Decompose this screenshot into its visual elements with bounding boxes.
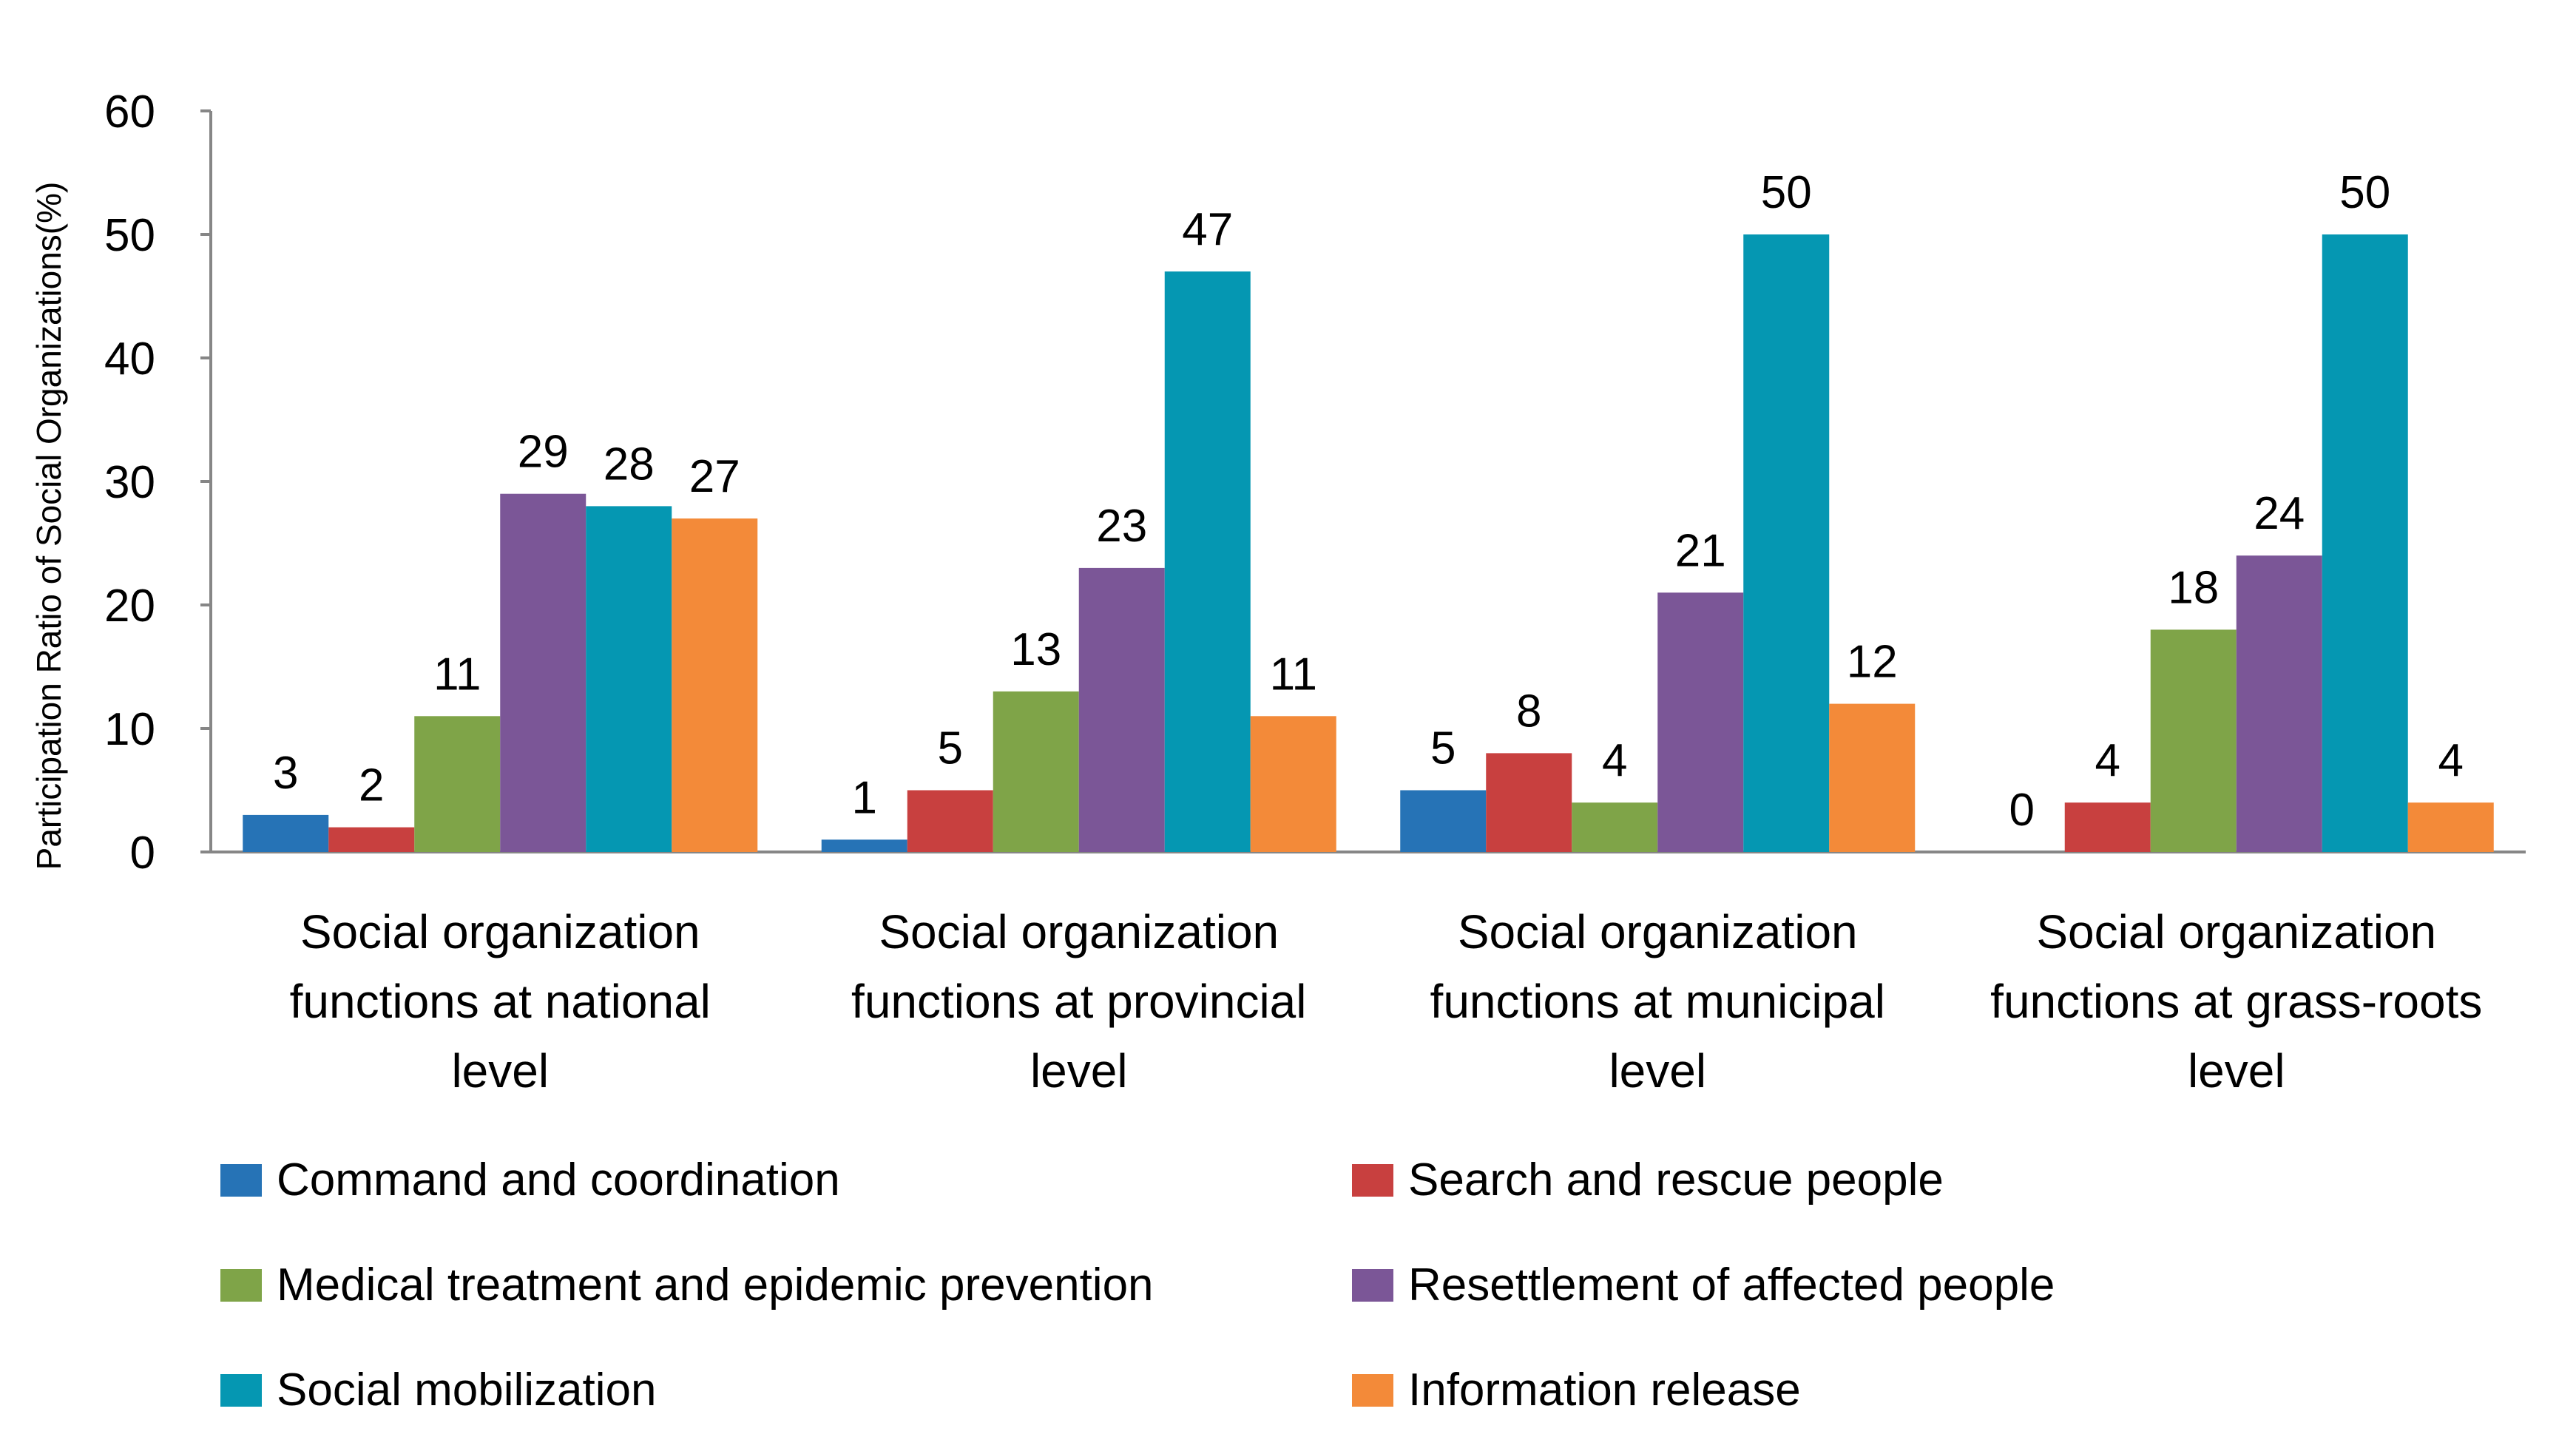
y-tick-label: 60 <box>104 87 155 138</box>
x-tick-label: Social organization <box>300 905 700 958</box>
data-label: 11 <box>1270 649 1317 700</box>
y-tick-label: 0 <box>130 828 155 879</box>
legend-label: Command and coordination <box>277 1154 840 1206</box>
y-tick-label: 20 <box>104 581 155 632</box>
legend-swatch <box>1352 1164 1393 1197</box>
x-tick-label: level <box>1609 1044 1706 1098</box>
bar <box>1829 703 1916 852</box>
x-tick-label: level <box>1030 1044 1128 1098</box>
y-tick-label: 40 <box>104 334 155 385</box>
data-label: 2 <box>359 760 384 811</box>
bar <box>328 827 415 852</box>
data-label: 50 <box>1761 167 1812 218</box>
legend-label: Resettlement of affected people <box>1408 1259 2055 1311</box>
bar <box>2322 234 2408 852</box>
y-axis-title: Participation Ratio of Social Organizati… <box>30 182 68 870</box>
bar <box>821 839 907 852</box>
data-label: 50 <box>2339 167 2390 218</box>
data-label: 3 <box>273 748 298 799</box>
y-tick-label: 10 <box>104 704 155 755</box>
x-tick-label: functions at municipal <box>1430 975 1885 1028</box>
data-label: 12 <box>1847 637 1898 688</box>
bar <box>1078 567 1165 852</box>
bar <box>2236 555 2322 852</box>
bar <box>586 506 672 852</box>
bar <box>1250 716 1336 852</box>
data-label: 5 <box>938 723 963 774</box>
data-label: 21 <box>1675 525 1726 576</box>
legend-swatch <box>1352 1374 1393 1407</box>
data-label: 28 <box>604 439 655 490</box>
x-tick-label: functions at grass-roots <box>1990 975 2482 1028</box>
x-tick-label: Social organization <box>2036 905 2436 958</box>
data-label: 18 <box>2168 562 2219 613</box>
bar <box>993 691 1079 852</box>
bar <box>1164 271 1251 853</box>
data-label: 4 <box>1602 735 1627 786</box>
y-tick-label: 50 <box>104 210 155 261</box>
bar <box>1743 234 1830 852</box>
legend-swatch <box>1352 1269 1393 1302</box>
data-label: 8 <box>1516 686 1541 737</box>
legend-swatch <box>220 1164 262 1197</box>
bar <box>907 790 993 852</box>
data-label: 29 <box>518 427 569 478</box>
x-tick-label: functions at provincial <box>851 975 1306 1028</box>
legend-swatch <box>220 1374 262 1407</box>
data-label: 27 <box>689 451 740 502</box>
bar <box>243 814 329 852</box>
bar <box>1657 592 1744 852</box>
bar <box>500 493 586 852</box>
data-label: 47 <box>1182 204 1233 255</box>
data-label: 23 <box>1096 501 1147 552</box>
bar <box>1486 753 1572 852</box>
bar <box>2150 629 2237 852</box>
data-label: 24 <box>2254 488 2305 539</box>
legend-label: Search and rescue people <box>1408 1154 1944 1206</box>
data-label: 4 <box>2438 735 2464 786</box>
data-label: 1 <box>852 772 877 823</box>
legend-label: Social mobilization <box>277 1365 656 1416</box>
data-label: 13 <box>1010 624 1061 675</box>
legend-label: Information release <box>1408 1365 1801 1416</box>
bar <box>1400 790 1487 852</box>
bar <box>1572 802 1658 852</box>
data-label: 0 <box>2009 785 2035 836</box>
x-tick-label: level <box>451 1044 549 1098</box>
bar <box>672 518 758 852</box>
x-tick-label: Social organization <box>879 905 1279 958</box>
x-tick-label: functions at national <box>290 975 711 1028</box>
bar <box>2407 802 2494 852</box>
bar <box>414 716 501 852</box>
legend-label: Medical treatment and epidemic preventio… <box>277 1259 1154 1311</box>
y-tick-label: 30 <box>104 457 155 508</box>
x-tick-label: Social organization <box>1458 905 1858 958</box>
legend-swatch <box>220 1269 262 1302</box>
data-label: 4 <box>2095 735 2120 786</box>
x-tick-label: level <box>2188 1044 2285 1098</box>
data-label: 11 <box>433 649 481 700</box>
data-label: 5 <box>1430 723 1456 774</box>
bar <box>2064 802 2151 852</box>
